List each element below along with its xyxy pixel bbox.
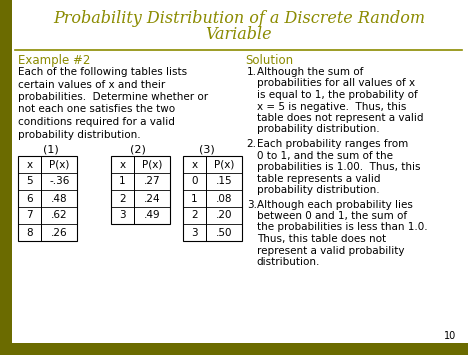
Text: 0: 0 — [191, 176, 198, 186]
Text: between 0 and 1, the sum of: between 0 and 1, the sum of — [256, 211, 407, 221]
Text: 2: 2 — [119, 193, 126, 203]
Text: 5: 5 — [26, 176, 33, 186]
Text: P(x): P(x) — [142, 159, 162, 169]
Text: not each one satisfies the two: not each one satisfies the two — [18, 104, 175, 115]
Text: probability distribution.: probability distribution. — [256, 185, 379, 195]
Text: .15: .15 — [216, 176, 232, 186]
Text: .49: .49 — [144, 211, 160, 220]
Text: 1: 1 — [191, 193, 198, 203]
Text: 10: 10 — [444, 331, 456, 341]
Text: table represents a valid: table represents a valid — [256, 174, 380, 184]
Text: probability distribution.: probability distribution. — [256, 125, 379, 135]
Text: conditions required for a valid: conditions required for a valid — [18, 117, 174, 127]
Text: (2): (2) — [130, 144, 146, 154]
Text: probabilities is 1.00.  Thus, this: probabilities is 1.00. Thus, this — [256, 162, 420, 172]
Text: Each of the following tables lists: Each of the following tables lists — [18, 67, 187, 77]
Text: 2: 2 — [191, 211, 198, 220]
Text: -.36: -.36 — [49, 176, 69, 186]
Bar — [18, 156, 77, 241]
Text: 7: 7 — [26, 211, 33, 220]
Text: Variable: Variable — [206, 26, 272, 43]
Text: is equal to 1, the probability of: is equal to 1, the probability of — [256, 90, 417, 100]
Text: probabilities.  Determine whether or: probabilities. Determine whether or — [18, 92, 208, 102]
Bar — [0, 0, 12, 355]
Bar — [110, 156, 170, 224]
Text: 2.: 2. — [247, 139, 257, 149]
Text: .62: .62 — [51, 211, 67, 220]
Text: x: x — [119, 159, 126, 169]
Text: x: x — [191, 159, 198, 169]
Text: Thus, this table does not: Thus, this table does not — [256, 234, 386, 244]
Bar — [182, 156, 242, 241]
Text: 3: 3 — [191, 228, 198, 237]
Text: certain values of x and their: certain values of x and their — [18, 80, 165, 89]
Text: 6: 6 — [26, 193, 33, 203]
Text: 8: 8 — [26, 228, 33, 237]
Text: the probabilities is less than 1.0.: the probabilities is less than 1.0. — [256, 223, 427, 233]
Text: probabilities for all values of x: probabilities for all values of x — [256, 78, 415, 88]
Text: x: x — [27, 159, 33, 169]
Text: table does not represent a valid: table does not represent a valid — [256, 113, 423, 123]
Text: .48: .48 — [51, 193, 67, 203]
Text: represent a valid probability: represent a valid probability — [256, 246, 404, 256]
Text: .26: .26 — [51, 228, 67, 237]
Text: 1.: 1. — [247, 67, 257, 77]
Text: Each probability ranges from: Each probability ranges from — [256, 139, 408, 149]
Text: 3: 3 — [119, 211, 126, 220]
Text: 1: 1 — [119, 176, 126, 186]
Text: .08: .08 — [216, 193, 232, 203]
Text: 3.: 3. — [247, 200, 257, 209]
Text: Example #2: Example #2 — [18, 54, 90, 67]
Text: (1): (1) — [44, 144, 59, 154]
Text: Although the sum of: Although the sum of — [256, 67, 363, 77]
Text: probability distribution.: probability distribution. — [18, 130, 140, 140]
Text: .50: .50 — [216, 228, 232, 237]
Text: distribution.: distribution. — [256, 257, 320, 267]
Text: P(x): P(x) — [214, 159, 234, 169]
Text: Probability Distribution of a Discrete Random: Probability Distribution of a Discrete R… — [53, 10, 425, 27]
Bar — [0, 343, 468, 355]
Text: x = 5 is negative.  Thus, this: x = 5 is negative. Thus, this — [256, 102, 406, 111]
Text: Solution: Solution — [245, 54, 293, 67]
Text: .24: .24 — [144, 193, 160, 203]
Text: (3): (3) — [200, 144, 215, 154]
Text: .20: .20 — [216, 211, 232, 220]
Text: Although each probability lies: Although each probability lies — [256, 200, 412, 209]
Text: 0 to 1, and the sum of the: 0 to 1, and the sum of the — [256, 151, 392, 160]
Text: P(x): P(x) — [49, 159, 69, 169]
Text: .27: .27 — [144, 176, 160, 186]
